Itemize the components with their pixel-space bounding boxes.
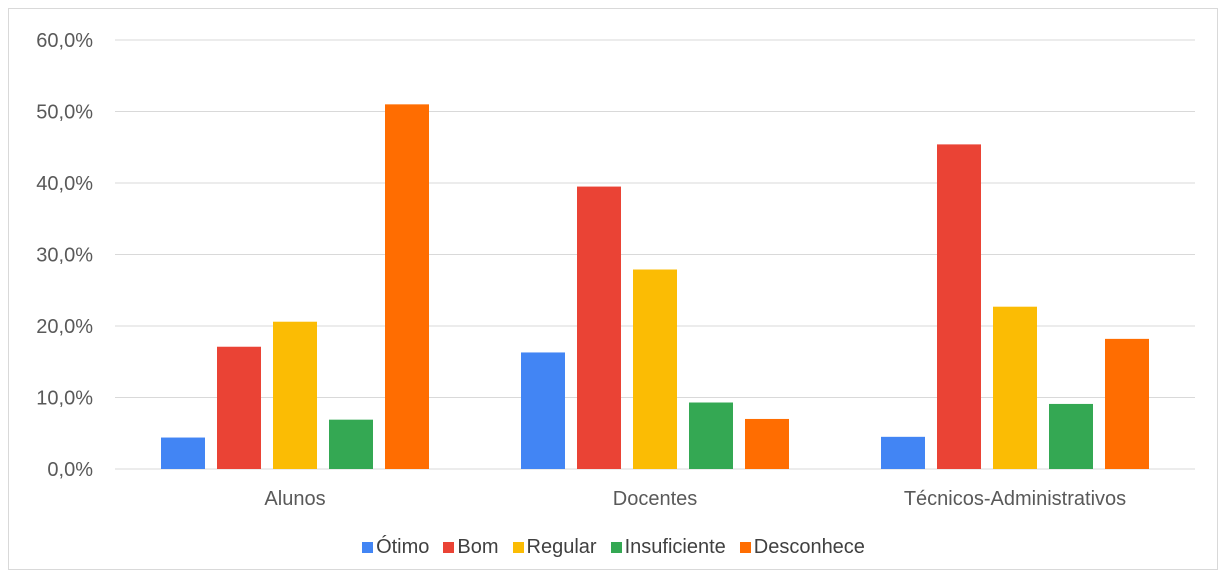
legend-swatch	[512, 542, 524, 553]
legend-swatch	[443, 542, 455, 553]
legend-swatch	[739, 542, 751, 553]
y-tick-label: 40,0%	[36, 173, 93, 195]
legend-label: Ótimo	[376, 536, 430, 558]
legend-item: Insuficiente	[610, 536, 726, 559]
legend-label: Desconhece	[753, 536, 865, 558]
bar	[993, 306, 1037, 469]
bar	[521, 352, 565, 469]
legend-swatch	[610, 542, 622, 553]
legend-item: Desconhece	[739, 536, 865, 559]
bar	[329, 419, 373, 469]
bar	[1105, 338, 1149, 469]
legend-label: Bom	[457, 536, 499, 558]
legend: Ótimo Bom Regular Insuficiente Desconhece	[0, 536, 1227, 559]
x-tick-label: Alunos	[264, 488, 325, 510]
y-axis-ticks: 0,0% 10,0% 20,0% 30,0% 40,0% 50,0% 60,0%	[36, 30, 93, 481]
y-tick-label: 20,0%	[36, 316, 93, 338]
bar	[937, 144, 981, 469]
legend-label: Insuficiente	[624, 536, 726, 558]
bar	[385, 104, 429, 469]
x-tick-label: Técnicos-Administrativos	[904, 488, 1126, 510]
bar	[881, 436, 925, 469]
bar	[1049, 403, 1093, 469]
legend-item: Bom	[443, 536, 499, 559]
y-tick-label: 50,0%	[36, 102, 93, 124]
bar	[745, 418, 789, 469]
y-tick-label: 0,0%	[47, 459, 93, 481]
legend-label: Regular	[526, 536, 597, 558]
y-tick-label: 10,0%	[36, 388, 93, 410]
y-tick-label: 30,0%	[36, 245, 93, 267]
bar	[161, 437, 205, 469]
bar	[273, 321, 317, 469]
x-axis-ticks: Alunos Docentes Técnicos-Administrativos	[264, 488, 1126, 510]
bar	[689, 402, 733, 469]
bar	[577, 186, 621, 469]
legend-swatch	[362, 542, 374, 553]
legend-item: Ótimo	[362, 536, 429, 559]
bars	[161, 104, 1149, 469]
legend-item: Regular	[512, 536, 597, 559]
bar	[633, 269, 677, 469]
y-tick-label: 60,0%	[36, 30, 93, 52]
x-tick-label: Docentes	[613, 488, 698, 510]
bar	[217, 346, 261, 469]
